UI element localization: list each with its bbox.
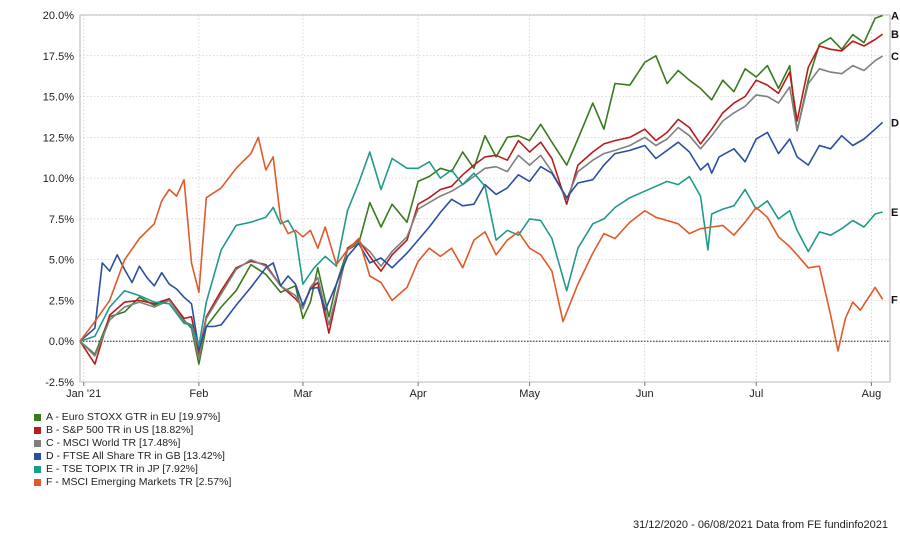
y-tick-label: 7.5% [49,214,74,226]
x-tick-label: Jul [749,388,763,400]
y-tick-label: 2.5% [49,295,74,307]
series-line-C [79,55,884,361]
legend-swatch [34,466,41,473]
x-tick-label: Feb [189,388,208,400]
y-axis: -2.5% 0.0% 2.5% 5.0% 7.5% 10.0% 12.5% 15.0% 17.5… [43,10,74,389]
series-end-labels: ABC D E F [891,10,899,306]
x-tick-label: Jan '21 [66,388,101,400]
chart-legend: A - Euro STOXX GTR in EU [19.97%] B - S&P… [34,411,231,489]
x-tick-label: Jun [636,388,654,400]
end-label-C: C [891,51,899,63]
y-tick-label: -2.5% [45,377,74,389]
series-line-A [79,14,883,365]
y-tick-label: 10.0% [43,173,74,185]
x-tick-label: Mar [293,388,312,400]
end-label-B: B [891,29,899,41]
x-axis: Jan '21 Feb Mar Apr May Jun Jul Aug [66,382,881,400]
legend-swatch [34,414,41,421]
legend-label: C - MSCI World TR [17.48%] [46,437,181,449]
y-tick-label: 0.0% [49,336,74,348]
data-source-footer: 31/12/2020 - 06/08/2021 Data from FE fun… [632,519,888,531]
end-label-A: A [891,10,899,22]
legend-item-E: E - TSE TOPIX TR in JP [7.92%] [34,463,231,476]
y-tick-label: 20.0% [43,10,74,22]
plot-frame [79,14,891,383]
y-tick-label: 12.5% [43,132,74,144]
legend-label: F - MSCI Emerging Markets TR [2.57%] [46,476,232,488]
legend-label: A - Euro STOXX GTR in EU [19.97%] [46,411,221,423]
legend-swatch [34,427,41,434]
legend-swatch [34,453,41,460]
series-line-F [79,136,884,352]
legend-item-C: C - MSCI World TR [17.48%] [34,437,231,450]
x-tick-label: Aug [862,388,882,400]
series-line-B [79,33,884,365]
legend-item-A: A - Euro STOXX GTR in EU [19.97%] [34,411,231,424]
legend-label: B - S&P 500 TR in US [18.82%] [46,424,194,436]
legend-swatch [34,440,41,447]
x-tick-label: Apr [410,388,427,400]
end-label-D: D [891,117,899,129]
legend-item-B: B - S&P 500 TR in US [18.82%] [34,424,231,437]
series-line-D [79,121,884,351]
legend-item-F: F - MSCI Emerging Markets TR [2.57%] [34,476,231,489]
y-tick-label: 15.0% [43,92,74,104]
y-tick-label: 17.5% [43,51,74,63]
series-line-E [79,151,883,347]
legend-item-D: D - FTSE All Share TR in GB [13.42%] [34,450,231,463]
end-label-E: E [891,207,898,219]
legend-label: D - FTSE All Share TR in GB [13.42%] [46,450,225,462]
end-label-F: F [891,294,898,306]
y-tick-label: 5.0% [49,255,74,267]
chart-grid [79,14,891,383]
legend-swatch [34,479,41,486]
series-lines [79,14,884,365]
legend-label: E - TSE TOPIX TR in JP [7.92%] [46,463,198,475]
line-chart: -2.5% 0.0% 2.5% 5.0% 7.5% 10.0% 12.5% 15.0% 17.5… [43,10,899,400]
x-tick-label: May [519,388,540,400]
